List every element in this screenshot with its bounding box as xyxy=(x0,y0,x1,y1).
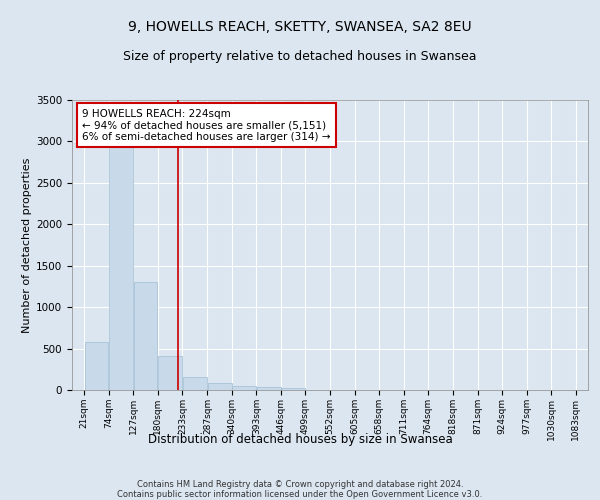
Text: Distribution of detached houses by size in Swansea: Distribution of detached houses by size … xyxy=(148,432,452,446)
Bar xyxy=(85,342,109,390)
Bar xyxy=(134,282,157,390)
Y-axis label: Number of detached properties: Number of detached properties xyxy=(22,158,32,332)
Bar xyxy=(183,376,207,390)
Bar xyxy=(109,146,133,390)
Text: 9, HOWELLS REACH, SKETTY, SWANSEA, SA2 8EU: 9, HOWELLS REACH, SKETTY, SWANSEA, SA2 8… xyxy=(128,20,472,34)
Text: Size of property relative to detached houses in Swansea: Size of property relative to detached ho… xyxy=(123,50,477,63)
Bar xyxy=(232,386,256,390)
Bar xyxy=(208,382,232,390)
Bar xyxy=(257,386,281,390)
Bar xyxy=(158,356,182,390)
Text: 9 HOWELLS REACH: 224sqm
← 94% of detached houses are smaller (5,151)
6% of semi-: 9 HOWELLS REACH: 224sqm ← 94% of detache… xyxy=(82,108,331,142)
Text: Contains HM Land Registry data © Crown copyright and database right 2024.
Contai: Contains HM Land Registry data © Crown c… xyxy=(118,480,482,500)
Bar xyxy=(281,388,305,390)
